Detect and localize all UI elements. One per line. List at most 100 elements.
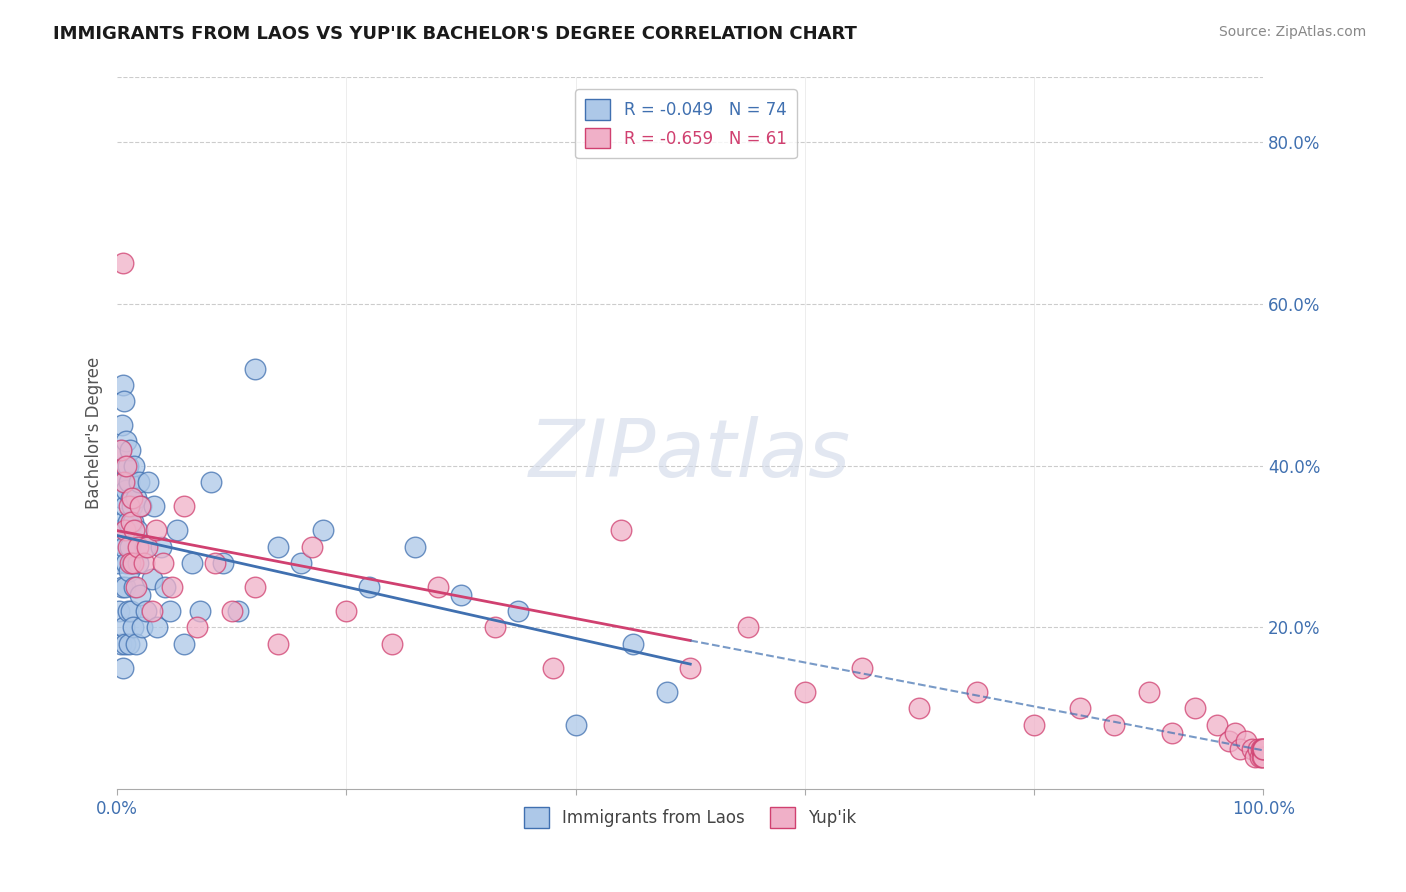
Point <box>737 620 759 634</box>
Point <box>124 580 146 594</box>
Point <box>111 580 134 594</box>
Point <box>114 458 136 473</box>
Point <box>108 604 131 618</box>
Point <box>122 556 145 570</box>
Point <box>117 604 139 618</box>
Point <box>117 516 139 530</box>
Y-axis label: Bachelor's Degree: Bachelor's Degree <box>86 357 103 509</box>
Point <box>152 556 174 570</box>
Point <box>121 556 143 570</box>
Point <box>114 499 136 513</box>
Point <box>155 580 177 594</box>
Point <box>173 499 195 513</box>
Point <box>118 442 141 457</box>
Point <box>160 580 183 594</box>
Point <box>200 475 222 489</box>
Point <box>266 637 288 651</box>
Point <box>1240 741 1263 756</box>
Point <box>118 499 141 513</box>
Point <box>484 620 506 634</box>
Point <box>564 717 586 731</box>
Point <box>127 556 149 570</box>
Point <box>1253 741 1275 756</box>
Point <box>115 458 138 473</box>
Point <box>141 572 163 586</box>
Point <box>1234 733 1257 747</box>
Point <box>166 524 188 538</box>
Point <box>1022 717 1045 731</box>
Point <box>1246 741 1268 756</box>
Point <box>359 580 381 594</box>
Point <box>129 588 152 602</box>
Point <box>188 604 211 618</box>
Point <box>1069 701 1091 715</box>
Text: ZIPatlas: ZIPatlas <box>529 416 851 493</box>
Point <box>110 442 132 457</box>
Point <box>112 475 135 489</box>
Point <box>146 620 169 634</box>
Point <box>1250 741 1272 756</box>
Point <box>114 580 136 594</box>
Point <box>120 491 142 505</box>
Point <box>966 685 988 699</box>
Point <box>108 524 131 538</box>
Point <box>125 524 148 538</box>
Point <box>226 604 249 618</box>
Point <box>122 516 145 530</box>
Point <box>132 556 155 570</box>
Point <box>149 540 172 554</box>
Point <box>1104 717 1126 731</box>
Point <box>427 580 450 594</box>
Point <box>120 516 142 530</box>
Point <box>221 604 243 618</box>
Point <box>159 604 181 618</box>
Point <box>908 701 931 715</box>
Point <box>204 556 226 570</box>
Point <box>1223 725 1246 739</box>
Point <box>621 637 644 651</box>
Point <box>110 442 132 457</box>
Point <box>186 620 208 634</box>
Point <box>124 637 146 651</box>
Point <box>141 604 163 618</box>
Point <box>142 499 165 513</box>
Text: IMMIGRANTS FROM LAOS VS YUP'IK BACHELOR'S DEGREE CORRELATION CHART: IMMIGRANTS FROM LAOS VS YUP'IK BACHELOR'… <box>53 25 858 43</box>
Point <box>112 475 135 489</box>
Point <box>1251 750 1274 764</box>
Point <box>129 499 152 513</box>
Point <box>118 475 141 489</box>
Point <box>1251 741 1274 756</box>
Point <box>1253 741 1275 756</box>
Legend: Immigrants from Laos, Yup'ik: Immigrants from Laos, Yup'ik <box>517 801 863 834</box>
Point <box>1249 750 1271 764</box>
Point <box>118 637 141 651</box>
Point <box>114 637 136 651</box>
Point <box>508 604 530 618</box>
Point <box>112 540 135 554</box>
Point <box>111 377 134 392</box>
Point <box>1253 750 1275 764</box>
Point <box>1206 717 1229 731</box>
Point <box>211 556 233 570</box>
Point <box>129 499 152 513</box>
Point <box>1229 741 1251 756</box>
Point <box>180 556 202 570</box>
Point <box>115 483 138 497</box>
Point <box>136 475 159 489</box>
Point <box>290 556 312 570</box>
Point <box>1184 701 1206 715</box>
Point <box>112 394 135 409</box>
Point <box>110 475 132 489</box>
Point <box>118 556 141 570</box>
Point <box>135 604 157 618</box>
Point <box>111 516 134 530</box>
Point <box>111 661 134 675</box>
Point <box>117 540 139 554</box>
Point <box>541 661 564 675</box>
Point <box>266 540 288 554</box>
Point <box>122 620 145 634</box>
Point <box>404 540 426 554</box>
Point <box>136 540 159 554</box>
Point <box>301 540 323 554</box>
Point <box>679 661 702 675</box>
